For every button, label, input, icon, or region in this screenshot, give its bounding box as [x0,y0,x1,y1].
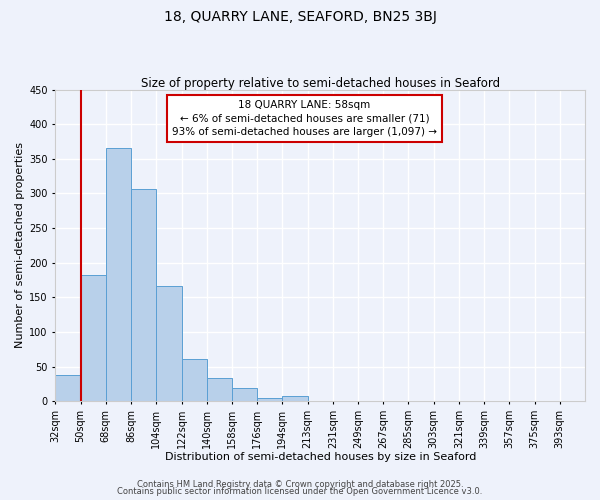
Bar [182,359,207,402]
Bar [157,286,182,402]
Y-axis label: Number of semi-detached properties: Number of semi-detached properties [15,142,25,348]
Bar [207,378,232,402]
Text: Contains public sector information licensed under the Open Government Licence v3: Contains public sector information licen… [118,487,482,496]
Bar [232,388,257,402]
Bar [131,188,157,402]
Text: 18, QUARRY LANE, SEAFORD, BN25 3BJ: 18, QUARRY LANE, SEAFORD, BN25 3BJ [164,10,436,24]
X-axis label: Distribution of semi-detached houses by size in Seaford: Distribution of semi-detached houses by … [164,452,476,462]
Bar [80,274,106,402]
Text: Contains HM Land Registry data © Crown copyright and database right 2025.: Contains HM Land Registry data © Crown c… [137,480,463,489]
Bar [106,148,131,402]
Bar [55,375,80,402]
Title: Size of property relative to semi-detached houses in Seaford: Size of property relative to semi-detach… [140,76,500,90]
Text: 18 QUARRY LANE: 58sqm
← 6% of semi-detached houses are smaller (71)
93% of semi-: 18 QUARRY LANE: 58sqm ← 6% of semi-detac… [172,100,437,137]
Bar [257,398,283,402]
Bar [283,396,308,402]
